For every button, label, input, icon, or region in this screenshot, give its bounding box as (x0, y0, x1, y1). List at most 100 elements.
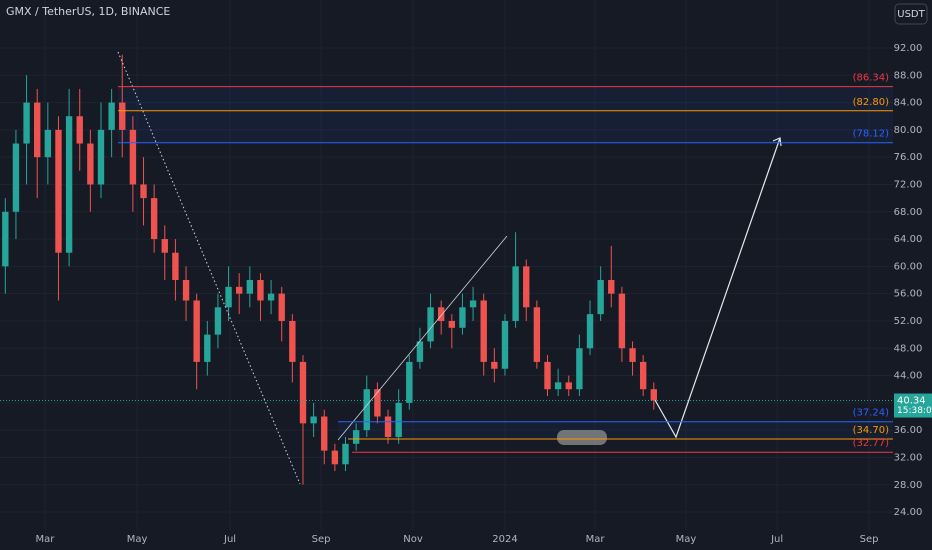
candle-body (34, 102, 41, 158)
projection-path (654, 137, 781, 439)
candle-body (512, 266, 519, 321)
candle-body (257, 280, 264, 301)
x-tick-label: Mar (586, 534, 606, 545)
y-tick-label: 60.00 (894, 261, 923, 272)
drawings (117, 51, 782, 485)
y-tick-label: 92.00 (894, 43, 923, 54)
candle-body (448, 320, 456, 328)
candle-body (459, 307, 466, 328)
y-tick-label: 84.00 (894, 98, 923, 109)
candle-body (214, 307, 222, 335)
y-tick-label: 28.00 (894, 480, 923, 491)
candle-body (576, 348, 583, 390)
x-tick-label: Sep (312, 534, 331, 545)
candle-body (310, 416, 317, 424)
y-tick-label: 56.00 (894, 289, 923, 300)
y-tick-label: 64.00 (894, 234, 923, 245)
candle-body (12, 143, 20, 212)
candle-body (150, 198, 158, 240)
y-tick-label: 48.00 (894, 343, 923, 354)
currency-label[interactable]: USDT (897, 9, 925, 20)
candle-body (416, 341, 424, 362)
candle-body (342, 443, 349, 465)
level-label: (86.34) (853, 73, 890, 84)
candle-body (491, 361, 498, 369)
candle-body (87, 143, 94, 185)
grid (0, 0, 893, 530)
candle-body (65, 116, 73, 253)
candle-body (204, 334, 211, 362)
candle-body (2, 211, 9, 267)
candle-body (193, 300, 200, 362)
x-tick-label: Jul (223, 534, 236, 545)
x-tick-label: Sep (860, 534, 879, 545)
candle-body (586, 314, 594, 349)
candle-body (182, 280, 190, 301)
candle-body (533, 307, 541, 362)
y-tick-label: 76.00 (894, 152, 923, 163)
currency-button[interactable] (894, 3, 928, 25)
level-label: (37.24) (853, 408, 890, 419)
candle-body (554, 382, 562, 390)
candle-body (395, 402, 402, 437)
candle-body (44, 129, 52, 158)
candle-body (172, 252, 179, 281)
candle-body (608, 280, 615, 294)
candle-body (523, 266, 530, 308)
candle-body (437, 307, 445, 321)
y-tick-label: 36.00 (894, 425, 923, 436)
countdown-label: 15:38:08 (897, 406, 932, 416)
candle-body (469, 300, 477, 308)
level-label: (82.80) (853, 97, 890, 108)
candle-body (352, 430, 360, 444)
candle-body (597, 280, 604, 315)
y-tick-label: 24.00 (894, 507, 923, 518)
candle-body (650, 389, 657, 401)
y-tick-label: 80.00 (894, 125, 923, 136)
candle-body (618, 293, 626, 349)
candle-body (97, 129, 105, 185)
y-tick-label: 32.00 (894, 452, 923, 463)
candle-body (129, 129, 137, 185)
y-tick-label: 88.00 (894, 70, 923, 81)
candle-body (639, 361, 647, 390)
candle-body (246, 280, 254, 294)
candle-body (480, 300, 487, 362)
last-price-tag (894, 393, 932, 418)
candle-body (236, 286, 243, 294)
zone (338, 421, 893, 440)
candle-body (629, 348, 636, 362)
candle-body (501, 320, 509, 369)
candle-body (278, 293, 285, 321)
candle-body (267, 293, 275, 301)
candle-body (374, 389, 381, 417)
y-tick-label: 68.00 (894, 207, 923, 218)
candle-body (299, 361, 307, 424)
zone (118, 86, 893, 143)
y-tick-label: 44.00 (894, 371, 923, 382)
y-tick-label: 72.00 (894, 179, 923, 190)
level-label: (34.70) (853, 425, 890, 436)
candle-body (55, 129, 62, 253)
level-label: (32.77) (853, 438, 890, 449)
candles (2, 54, 657, 485)
candle-body (225, 286, 232, 308)
last-price-label: 40.34 (897, 396, 926, 407)
x-tick-label: May (127, 534, 148, 545)
candle-body (565, 382, 572, 390)
level-label: (78.12) (853, 129, 890, 140)
candle-body (427, 307, 434, 342)
candle-body (321, 416, 328, 451)
levels: (86.34) (82.80) (78.12) (37.24) (34.70) (32.7… (0, 73, 893, 453)
candle-body (23, 102, 30, 144)
arrow-head (772, 137, 782, 147)
candle-body (289, 320, 296, 362)
x-tick-label: Jul (770, 534, 783, 545)
candle-body (544, 361, 551, 390)
candle-body (161, 239, 168, 253)
candle-body (363, 389, 370, 431)
candle-body (108, 102, 115, 130)
x-tick-label: 2024 (492, 534, 517, 545)
